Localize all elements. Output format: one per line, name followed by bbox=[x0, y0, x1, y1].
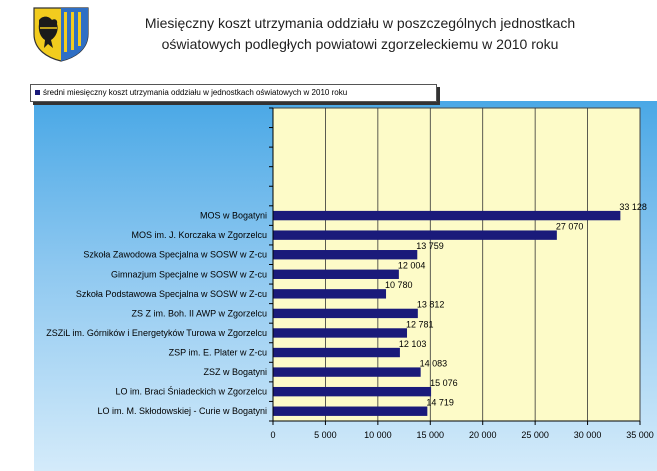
y-category-label: ZSZiL im. Górników i Energetyków Turowa … bbox=[46, 328, 267, 338]
data-label: 27 070 bbox=[556, 221, 584, 231]
bar bbox=[273, 406, 428, 416]
y-category-label: Szkoła Zawodowa Specjalna w SOSW w Z-cu bbox=[83, 250, 267, 260]
x-tick-label: 25 000 bbox=[521, 430, 549, 440]
legend-label: średni miesięczny koszt utrzymania oddzi… bbox=[43, 88, 348, 97]
bar bbox=[273, 230, 557, 240]
data-label: 14 719 bbox=[426, 398, 454, 408]
y-category-label: Gimnazjum Specjalne w SOSW w Z-cu bbox=[111, 269, 267, 279]
y-category-label: Szkoła Podstawowa Specjalna w SOSW w Z-c… bbox=[76, 289, 267, 299]
x-tick-label: 30 000 bbox=[574, 430, 602, 440]
data-label: 15 076 bbox=[430, 378, 458, 388]
y-category-label: MOS w Bogatyni bbox=[200, 211, 267, 221]
y-category-label: MOS im. J. Korczaka w Zgorzelcu bbox=[131, 230, 267, 240]
chart-title-line-2: oświatowych podległych powiatowi zgorzel… bbox=[161, 36, 559, 52]
data-label: 10 780 bbox=[385, 280, 413, 290]
x-tick-label: 35 000 bbox=[626, 430, 654, 440]
chart-legend: średni miesięczny koszt utrzymania oddzi… bbox=[30, 84, 437, 102]
bar bbox=[273, 269, 399, 279]
bar bbox=[273, 367, 421, 377]
bar bbox=[273, 328, 408, 338]
x-tick-label: 15 000 bbox=[417, 430, 445, 440]
data-label: 13 759 bbox=[416, 241, 444, 251]
bar bbox=[273, 386, 432, 397]
x-tick-label: 0 bbox=[270, 430, 275, 440]
chart-title-line-1: Miesięczny koszt utrzymania oddziału w p… bbox=[144, 15, 576, 31]
x-tick-label: 20 000 bbox=[469, 430, 497, 440]
data-label: 12 004 bbox=[398, 261, 426, 271]
data-label: 14 083 bbox=[420, 358, 448, 368]
bar bbox=[273, 210, 621, 221]
bar bbox=[273, 250, 418, 260]
bar bbox=[273, 347, 400, 358]
coat-of-arms-icon bbox=[33, 7, 89, 62]
x-tick-label: 5 000 bbox=[314, 430, 337, 440]
data-label: 12 781 bbox=[406, 319, 434, 329]
data-label: 12 103 bbox=[399, 339, 427, 349]
data-label: 33 128 bbox=[619, 202, 647, 212]
y-category-label: ZSP im. E. Plater w Z-cu bbox=[169, 348, 267, 358]
x-tick-label: 10 000 bbox=[364, 430, 392, 440]
bar bbox=[273, 289, 387, 299]
y-category-label: ZSZ w Bogatyni bbox=[203, 367, 267, 377]
bar bbox=[273, 308, 418, 319]
data-label: 13 812 bbox=[417, 300, 445, 310]
legend-swatch bbox=[35, 90, 40, 96]
y-category-label: LO im. M. Skłodowskiej - Curie w Bogatyn… bbox=[97, 406, 267, 416]
y-category-label: ZS Z im. Boh. II AWP w Zgorzelcu bbox=[131, 308, 267, 318]
y-category-label: LO im. Braci Śniadeckich w Zgorzelcu bbox=[115, 386, 267, 397]
